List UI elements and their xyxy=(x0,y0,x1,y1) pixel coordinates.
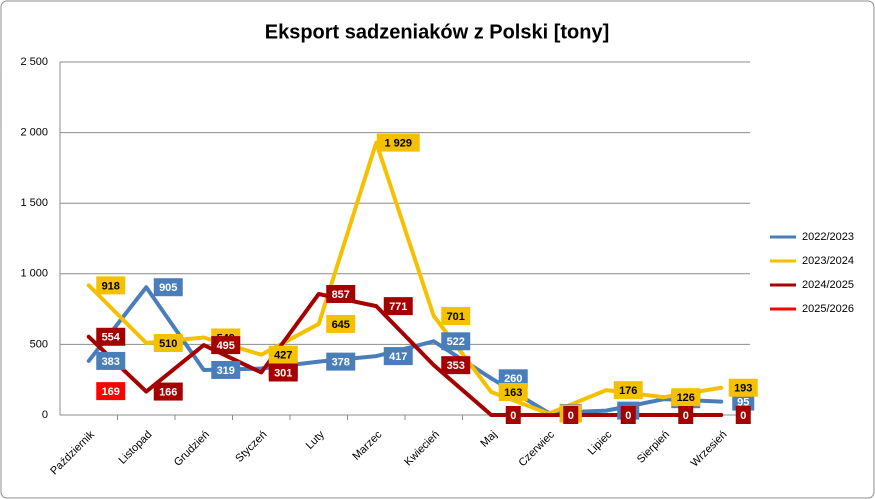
y-tick-label: 0 xyxy=(42,409,48,421)
y-tick-label: 1 500 xyxy=(20,197,48,209)
data-label: 260 xyxy=(504,373,522,385)
legend-label: 2023/2024 xyxy=(802,255,854,267)
data-label: 1 929 xyxy=(384,138,412,150)
data-label-box xyxy=(441,307,471,326)
data-label: 169 xyxy=(102,386,120,398)
data-label-box xyxy=(620,406,636,424)
data-label-box xyxy=(153,278,183,297)
data-label: 905 xyxy=(159,282,177,294)
data-label-box xyxy=(96,327,126,346)
data-label-box xyxy=(498,369,528,388)
data-label: 319 xyxy=(217,365,235,377)
data-label-box xyxy=(96,276,126,295)
data-label: 554 xyxy=(102,332,121,344)
data-label: 417 xyxy=(389,351,407,363)
data-label: 126 xyxy=(677,392,695,404)
data-label-box xyxy=(211,336,241,355)
data-label: 163 xyxy=(504,387,522,399)
y-tick-label: 2 500 xyxy=(20,56,48,68)
data-label: 918 xyxy=(102,280,120,292)
data-label: 0 xyxy=(568,410,574,422)
data-label-box xyxy=(383,347,413,366)
data-label-box xyxy=(96,351,126,370)
data-label: 427 xyxy=(274,350,292,362)
data-label-box xyxy=(326,284,356,303)
legend-label: 2025/2026 xyxy=(802,303,854,315)
data-label-box xyxy=(441,356,471,375)
data-label: 510 xyxy=(159,338,177,350)
data-label-box xyxy=(735,406,751,424)
data-label-box xyxy=(211,360,241,379)
data-label: 0 xyxy=(625,410,631,422)
data-label-box xyxy=(96,382,126,401)
y-tick-label: 500 xyxy=(30,338,48,350)
data-label: 0 xyxy=(683,410,689,422)
data-label: 771 xyxy=(389,301,407,313)
series-line xyxy=(86,291,724,417)
data-label: 176 xyxy=(619,385,637,397)
data-label-box xyxy=(563,406,579,424)
data-label: 378 xyxy=(332,357,350,369)
chart-title: Eksport sadzeniaków z Polski [tony] xyxy=(265,21,610,43)
data-label: 301 xyxy=(274,367,292,379)
legend-label: 2024/2025 xyxy=(802,279,854,291)
data-label-box xyxy=(326,352,356,371)
data-label-box xyxy=(505,406,521,424)
data-label: 522 xyxy=(447,336,465,348)
data-label-box xyxy=(613,381,643,400)
data-label-box xyxy=(153,333,183,352)
data-label-box xyxy=(441,332,471,351)
y-tick-label: 1 000 xyxy=(20,268,48,280)
data-label: 495 xyxy=(217,340,235,352)
legend-label: 2022/2023 xyxy=(802,231,854,243)
data-label: 95 xyxy=(737,396,749,408)
data-label: 0 xyxy=(740,410,746,422)
data-label-box xyxy=(678,406,694,424)
data-label: 0 xyxy=(510,410,516,422)
data-label-box xyxy=(383,297,413,316)
data-label-box xyxy=(268,363,298,382)
data-label-box xyxy=(326,314,356,333)
data-label: 193 xyxy=(734,383,752,395)
data-label: 383 xyxy=(102,356,120,368)
data-label: 166 xyxy=(159,386,177,398)
data-label-box xyxy=(671,388,701,407)
data-label-box xyxy=(268,345,298,364)
data-label-box xyxy=(498,382,528,401)
data-label: 353 xyxy=(447,360,465,372)
data-label: 701 xyxy=(447,311,465,323)
data-label: 645 xyxy=(332,319,350,331)
data-label-box xyxy=(153,382,183,401)
data-label-box xyxy=(728,378,758,397)
data-label-box xyxy=(376,133,420,152)
y-tick-label: 2 000 xyxy=(20,127,48,139)
data-label: 857 xyxy=(332,289,350,301)
